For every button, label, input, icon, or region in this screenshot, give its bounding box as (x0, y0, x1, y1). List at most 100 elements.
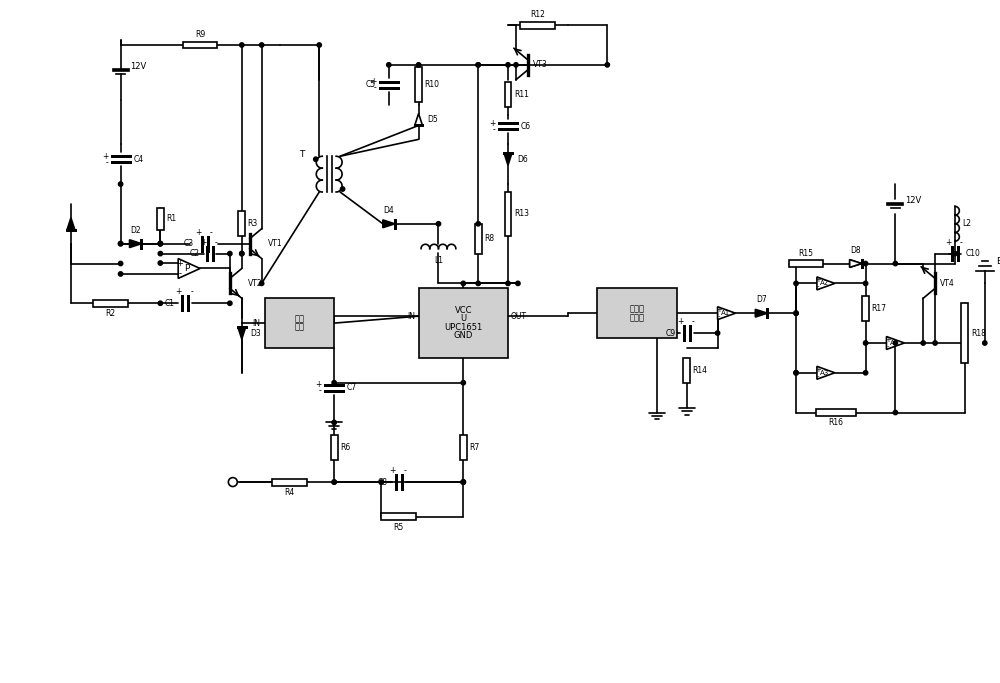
Text: -: - (692, 317, 695, 326)
Circle shape (794, 371, 798, 375)
Text: C2: C2 (190, 249, 200, 258)
Text: D7: D7 (756, 295, 767, 304)
Text: VT1: VT1 (268, 239, 282, 248)
Text: +: + (389, 466, 395, 475)
Circle shape (893, 410, 898, 415)
Circle shape (506, 281, 510, 285)
Text: R3: R3 (248, 219, 258, 228)
Circle shape (158, 242, 163, 246)
Text: +: + (102, 152, 108, 161)
Text: R4: R4 (284, 488, 295, 497)
Circle shape (863, 281, 868, 285)
Bar (381, 514, 416, 520)
Circle shape (158, 242, 163, 246)
Text: 12V: 12V (905, 197, 922, 206)
Polygon shape (383, 220, 395, 227)
Circle shape (118, 272, 123, 276)
Text: A1: A1 (721, 310, 730, 316)
Circle shape (387, 63, 391, 67)
Text: IN: IN (253, 319, 261, 328)
Polygon shape (504, 153, 512, 165)
Text: T: T (299, 150, 304, 158)
Text: -: - (887, 343, 889, 349)
Circle shape (461, 480, 465, 484)
Circle shape (436, 221, 441, 226)
Polygon shape (755, 309, 767, 317)
Text: +: + (885, 337, 891, 343)
Circle shape (933, 341, 937, 345)
Polygon shape (238, 327, 246, 339)
Bar (520, 22, 555, 29)
Text: -: - (215, 238, 218, 247)
Text: D8: D8 (850, 246, 861, 255)
Text: A2: A2 (820, 281, 829, 286)
Text: R16: R16 (828, 419, 843, 428)
Circle shape (118, 242, 123, 246)
Polygon shape (67, 218, 75, 229)
Text: +: + (315, 380, 322, 389)
Bar (331, 435, 338, 460)
Text: -: - (960, 238, 963, 247)
Text: -: - (404, 466, 407, 475)
Polygon shape (850, 260, 862, 268)
Text: 电路: 电路 (294, 323, 304, 332)
Bar (157, 208, 164, 229)
Circle shape (240, 43, 244, 47)
Text: P: P (184, 264, 190, 273)
Bar (183, 42, 217, 48)
Polygon shape (817, 277, 835, 290)
Text: D6: D6 (517, 155, 528, 164)
Circle shape (259, 281, 264, 285)
Bar (505, 82, 511, 107)
Circle shape (461, 380, 465, 385)
Text: +: + (716, 307, 722, 313)
Bar (238, 211, 245, 236)
Text: R18: R18 (971, 329, 986, 337)
Circle shape (863, 371, 868, 375)
Text: -: - (718, 313, 720, 320)
Circle shape (118, 242, 123, 246)
Bar (597, 288, 677, 338)
Circle shape (240, 251, 244, 255)
Text: R6: R6 (340, 443, 350, 451)
Circle shape (921, 341, 925, 345)
Text: D4: D4 (383, 206, 394, 215)
Text: R13: R13 (514, 210, 529, 219)
Text: +: + (195, 227, 202, 237)
Bar (419, 288, 508, 358)
Circle shape (332, 420, 336, 425)
Text: L2: L2 (962, 219, 971, 228)
Circle shape (506, 63, 510, 67)
Text: C3: C3 (184, 239, 194, 248)
Polygon shape (718, 307, 735, 320)
Text: R15: R15 (798, 249, 813, 257)
Circle shape (461, 281, 465, 285)
Circle shape (158, 261, 163, 265)
Text: +: + (176, 259, 183, 268)
Text: C4: C4 (134, 155, 144, 164)
Bar (683, 359, 690, 383)
Circle shape (461, 480, 465, 484)
Text: R7: R7 (469, 443, 479, 451)
Circle shape (332, 380, 336, 385)
Text: 线性放: 线性放 (630, 305, 645, 313)
Bar (272, 479, 307, 486)
Circle shape (893, 341, 898, 345)
Bar (505, 191, 511, 236)
Text: OUT: OUT (511, 311, 527, 321)
Text: R2: R2 (106, 309, 116, 318)
Text: R12: R12 (530, 10, 545, 19)
Text: 锁相: 锁相 (294, 314, 304, 324)
Circle shape (794, 311, 798, 316)
Text: D2: D2 (130, 225, 141, 235)
Bar (460, 435, 467, 460)
Text: +: + (489, 119, 496, 128)
Text: +: + (677, 317, 684, 326)
Text: +: + (945, 238, 952, 247)
Text: -: - (190, 288, 193, 296)
Text: C9: C9 (666, 329, 676, 337)
Circle shape (794, 281, 798, 285)
Bar (816, 409, 856, 416)
Circle shape (605, 63, 610, 67)
Circle shape (118, 262, 123, 266)
